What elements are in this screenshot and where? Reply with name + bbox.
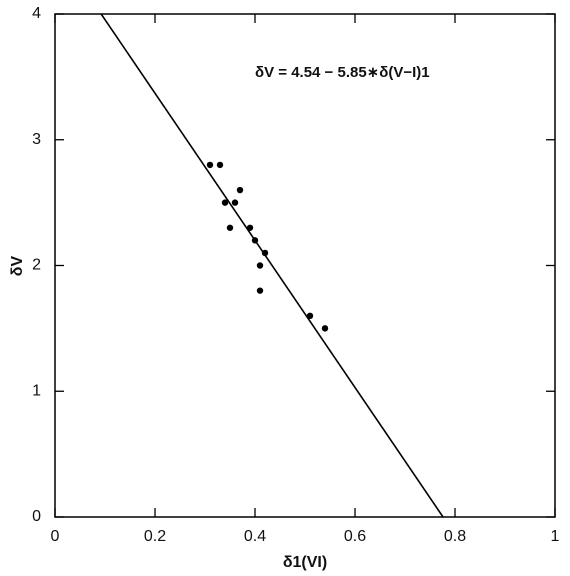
- x-axis-label: δ1(VI): [283, 554, 327, 571]
- y-tick-label: 2: [32, 257, 41, 274]
- data-point: [251, 237, 259, 244]
- plot-frame: [54, 13, 556, 518]
- data-point: [221, 199, 229, 206]
- data-point: [206, 161, 214, 169]
- x-tick-label: 0: [51, 528, 60, 545]
- y-tick-label: 3: [32, 131, 41, 148]
- data-point: [256, 287, 264, 294]
- y-tick-label: 0: [32, 508, 41, 525]
- x-tick-label: 0.6: [344, 528, 366, 545]
- x-tick-label: 0.2: [144, 528, 166, 545]
- fit-line: [100, 13, 444, 518]
- data-point: [236, 186, 244, 194]
- y-tick-label: 4: [32, 5, 41, 22]
- data-point: [231, 199, 239, 206]
- data-point: [226, 224, 234, 231]
- y-axis-label: δV: [9, 255, 26, 276]
- x-tick-label: 0.8: [444, 528, 466, 545]
- data-point: [321, 325, 329, 332]
- x-tick-label: 1: [551, 528, 560, 545]
- fit-annotation: δV = 4.54 − 5.85∗δ(V−I)1: [255, 64, 430, 81]
- data-point: [306, 312, 314, 319]
- data-point: [216, 161, 224, 169]
- data-point: [261, 249, 269, 257]
- data-point: [256, 262, 264, 269]
- data-point: [246, 224, 254, 231]
- y-tick-label: 1: [32, 382, 41, 399]
- x-tick-label: 0.4: [244, 528, 266, 545]
